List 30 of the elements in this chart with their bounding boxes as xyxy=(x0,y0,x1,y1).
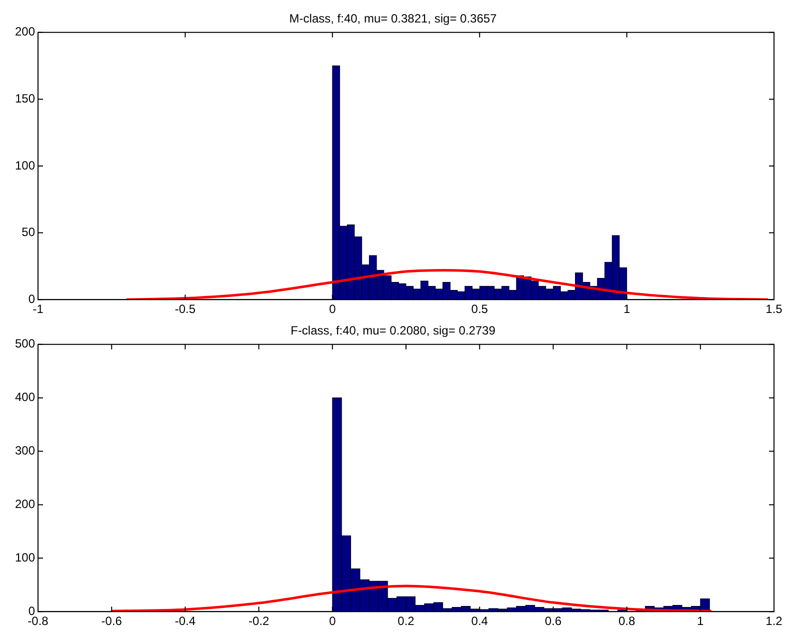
x-tick-label: 0.2 xyxy=(398,614,415,628)
y-tick-label: 200 xyxy=(14,497,36,512)
y-tick-label: 50 xyxy=(22,225,36,240)
y-tick-label: 0 xyxy=(28,292,36,306)
x-tick-label: 1 xyxy=(623,302,630,316)
y-tick-label: 400 xyxy=(14,390,36,404)
line-series xyxy=(125,268,770,300)
y-tick-label: 300 xyxy=(14,444,36,458)
x-tick-label: -0.4 xyxy=(174,614,196,628)
line-series xyxy=(110,584,713,612)
x-tick-label: 0.6 xyxy=(544,614,562,628)
y-tick-label: 100 xyxy=(14,158,36,172)
x-tick-label: 1.2 xyxy=(766,614,783,628)
x-tick-label: -0.6 xyxy=(101,614,122,628)
x-tick-label: 0 xyxy=(329,614,336,628)
x-tick-label: -0.5 xyxy=(174,302,196,316)
x-tick-label: 0 xyxy=(329,302,336,316)
y-tick-label: 200 xyxy=(14,24,36,39)
x-tick-label: 1 xyxy=(697,614,704,628)
chart-title: M-class, f:40, mu= 0.3821, sig= 0.3657 xyxy=(289,12,498,26)
chart-title: F-class, f:40, mu= 0.2080, sig= 0.2739 xyxy=(290,324,496,338)
x-tick-label: 1.5 xyxy=(766,302,783,316)
x-tick-label: 0.8 xyxy=(618,614,636,628)
x-tick-label: 0.5 xyxy=(471,302,488,316)
x-tick-label: 0.4 xyxy=(471,614,488,628)
y-tick-label: 100 xyxy=(14,550,36,564)
y-tick-label: 500 xyxy=(14,336,36,351)
x-tick-label: -1 xyxy=(32,302,44,316)
x-tick-label: -0.2 xyxy=(248,614,270,628)
y-tick-label: 150 xyxy=(14,92,36,106)
